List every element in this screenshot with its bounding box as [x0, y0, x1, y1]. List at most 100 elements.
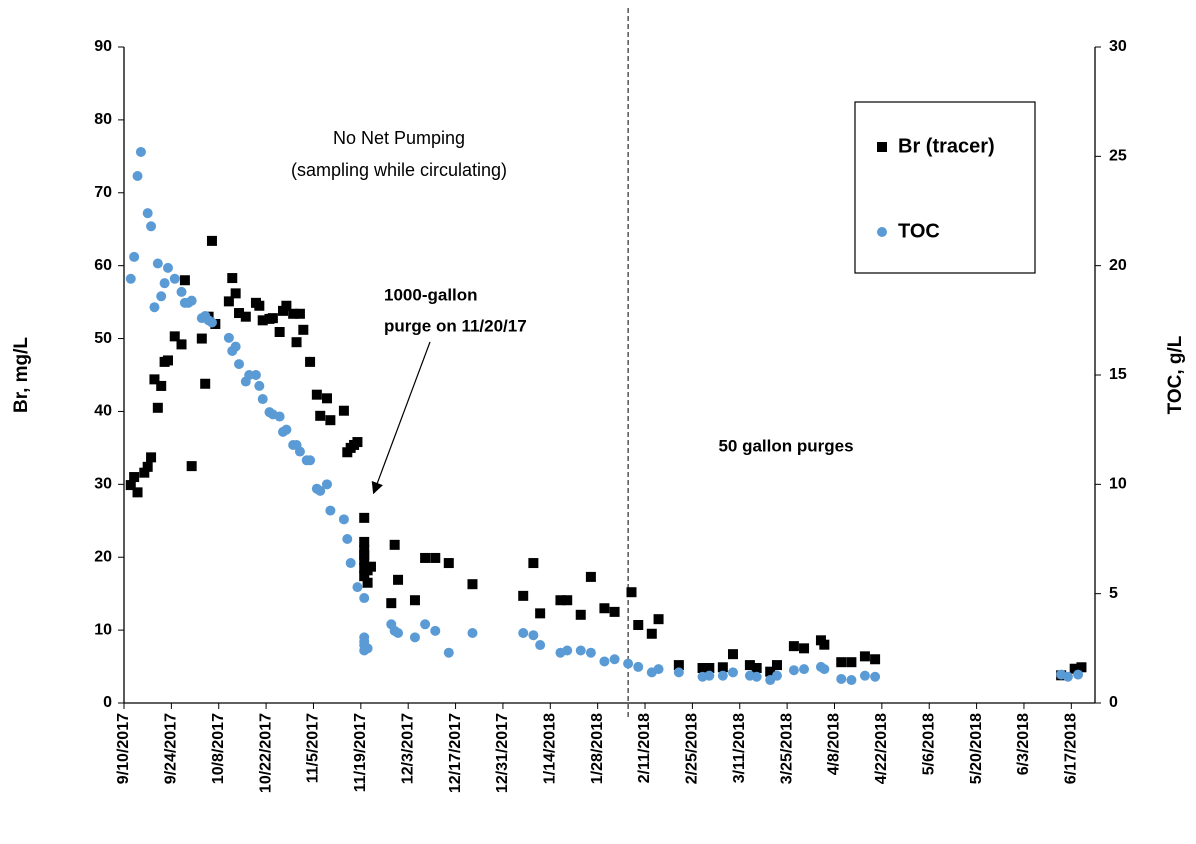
x-tick-label: 4/22/2018: [873, 713, 890, 784]
data-point: [846, 657, 857, 668]
data-point: [240, 311, 251, 322]
data-point: [673, 660, 684, 671]
data-point: [528, 630, 539, 641]
data-point: [288, 308, 299, 319]
data-point: [609, 606, 620, 617]
data-point: [291, 337, 302, 348]
data-point: [859, 670, 870, 681]
data-point: [409, 632, 420, 643]
data-point: [765, 666, 776, 677]
x-tick-label: 5/6/2018: [920, 713, 937, 775]
data-point: [859, 651, 870, 662]
data-point: [799, 664, 810, 675]
data-point: [305, 455, 316, 466]
data-point: [281, 424, 292, 435]
x-tick-label: 10/8/2017: [210, 713, 227, 784]
data-point: [870, 654, 881, 665]
data-point: [359, 550, 370, 561]
x-tick-label: 1/28/2018: [589, 713, 606, 784]
data-point: [771, 670, 782, 681]
y-tick-label: 10: [94, 621, 112, 638]
x-tick-label: 1/14/2018: [542, 713, 559, 784]
data-point: [443, 558, 454, 569]
data-point: [139, 467, 150, 478]
data-point: [359, 536, 370, 547]
data-point: [836, 657, 847, 668]
data-point: [633, 661, 644, 672]
data-point: [176, 339, 187, 350]
data-point: [298, 324, 309, 335]
y2-tick-label: 20: [1109, 257, 1127, 274]
data-point: [325, 505, 336, 516]
data-point: [315, 485, 326, 496]
data-point: [599, 656, 610, 667]
data-point: [142, 208, 153, 219]
x-tick-label: 9/24/2017: [163, 713, 180, 784]
data-point: [352, 582, 363, 593]
data-point: [420, 552, 431, 563]
data-point: [575, 645, 586, 656]
data-point: [528, 558, 539, 569]
data-point: [135, 146, 146, 157]
data-point: [196, 333, 207, 344]
x-tick-label: 2/25/2018: [684, 713, 701, 784]
y-axis-title: Br, mg/L: [11, 337, 32, 413]
x-tick-label: 12/31/2017: [494, 713, 511, 793]
data-point: [294, 308, 305, 319]
y-tick-label: 70: [94, 184, 112, 201]
data-point: [585, 571, 596, 582]
data-point: [149, 302, 160, 313]
y-tick-label: 60: [94, 257, 112, 274]
data-point: [342, 534, 353, 544]
y2-tick-label: 30: [1109, 38, 1127, 55]
x-tick-label: 10/22/2017: [257, 713, 274, 793]
legend-marker: [877, 227, 887, 237]
data-point: [626, 587, 637, 598]
x-tick-label: 5/20/2018: [968, 713, 985, 784]
data-point: [159, 278, 170, 289]
y2-tick-label: 15: [1109, 366, 1127, 383]
data-point: [771, 660, 782, 671]
annotation: 1000-gallon: [384, 285, 478, 304]
data-point: [206, 317, 217, 328]
data-point: [169, 273, 180, 284]
data-point: [227, 273, 238, 284]
y-tick-label: 80: [94, 111, 112, 128]
data-point: [359, 555, 370, 566]
data-point: [305, 356, 316, 367]
data-point: [186, 295, 197, 306]
data-point: [254, 300, 265, 311]
x-tick-label: 3/25/2018: [778, 713, 795, 784]
data-point: [788, 665, 799, 676]
data-point: [146, 221, 157, 232]
data-point: [673, 667, 684, 678]
data-point: [430, 552, 441, 563]
data-point: [575, 609, 586, 620]
data-point: [443, 647, 454, 658]
data-point: [420, 619, 431, 630]
data-point: [1062, 671, 1073, 682]
data-point: [315, 410, 326, 421]
x-tick-label: 11/5/2017: [305, 713, 322, 783]
data-point: [623, 658, 634, 669]
data-point: [555, 595, 566, 606]
data-point: [156, 291, 167, 302]
data-point: [386, 598, 397, 609]
data-point: [156, 380, 167, 391]
x-tick-label: 6/17/2018: [1063, 713, 1080, 784]
x-tick-label: 3/11/2018: [731, 713, 748, 783]
data-point: [359, 544, 370, 555]
data-point: [1069, 663, 1080, 674]
data-point: [125, 273, 136, 284]
y2-tick-label: 25: [1109, 148, 1127, 165]
legend-label: Br (tracer): [898, 135, 995, 157]
data-point: [325, 415, 336, 426]
data-point: [836, 673, 847, 684]
data-point: [359, 593, 370, 604]
data-point: [223, 332, 234, 343]
data-point: [321, 479, 332, 490]
data-point: [653, 614, 664, 625]
y2-tick-label: 10: [1109, 476, 1127, 493]
data-point: [352, 437, 363, 448]
data-point: [149, 374, 160, 385]
